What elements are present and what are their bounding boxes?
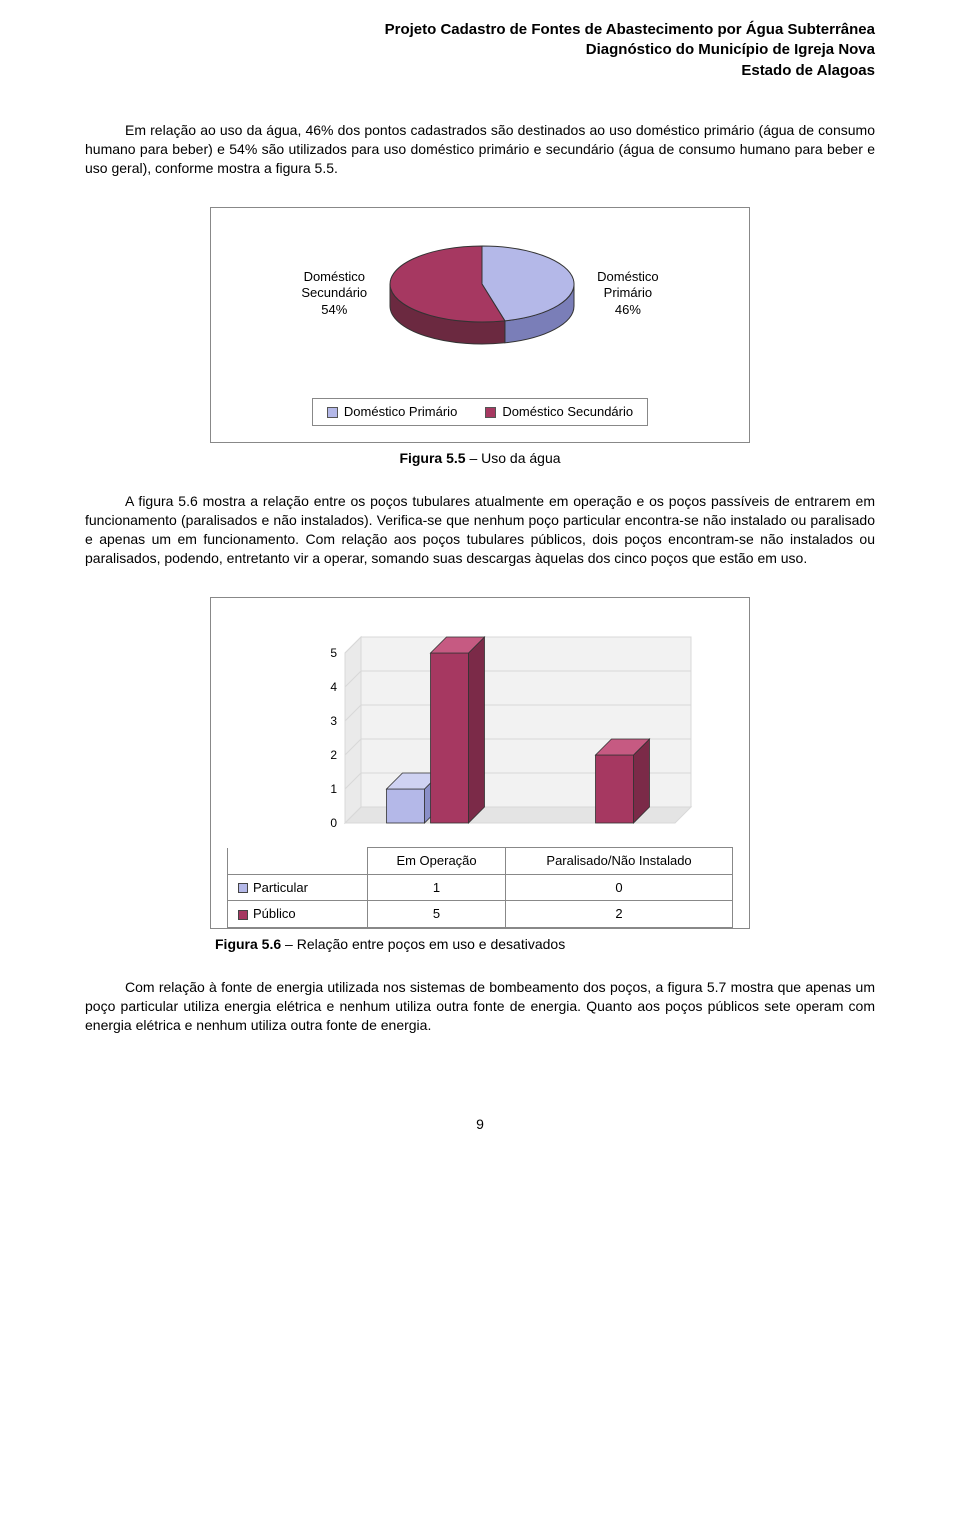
- table-col-2: Paralisado/Não Instalado: [506, 848, 733, 875]
- pie-legend: Doméstico Primário Doméstico Secundário: [312, 398, 648, 426]
- table-row-particular: Particular 1 0: [228, 874, 733, 901]
- bar-chart-container: 012345 Em Operação Paralisado/Não Instal…: [210, 597, 750, 929]
- row-swatch-publico: [238, 910, 248, 920]
- bar-data-table: Em Operação Paralisado/Não Instalado Par…: [227, 847, 733, 928]
- pie-label-primario: Doméstico Primário 46%: [597, 269, 658, 318]
- svg-text:2: 2: [330, 748, 337, 762]
- header-line-3: Estado de Alagoas: [85, 61, 875, 81]
- svg-text:3: 3: [330, 714, 337, 728]
- header-line-2: Diagnóstico do Município de Igreja Nova: [85, 40, 875, 60]
- table-row-publico: Público 5 2: [228, 901, 733, 928]
- table-col-1: Em Operação: [368, 848, 506, 875]
- legend-item-secundario: Doméstico Secundário: [485, 403, 633, 421]
- doc-header: Projeto Cadastro de Fontes de Abastecime…: [85, 20, 875, 81]
- table-corner-cell: [228, 848, 368, 875]
- svg-text:4: 4: [330, 680, 337, 694]
- pie-chart-body: Doméstico Secundário 54% Doméstico Primá…: [231, 238, 729, 348]
- svg-text:5: 5: [330, 646, 337, 660]
- row-head-publico: Público: [228, 901, 368, 928]
- header-line-1: Projeto Cadastro de Fontes de Abastecime…: [85, 20, 875, 40]
- row-swatch-particular: [238, 883, 248, 893]
- cell-pub-op: 5: [368, 901, 506, 928]
- svg-text:1: 1: [330, 782, 337, 796]
- row-head-particular: Particular: [228, 874, 368, 901]
- cell-part-par: 0: [506, 874, 733, 901]
- swatch-secundario: [485, 407, 496, 418]
- caption-fig-5-5: Figura 5.5 – Uso da água: [85, 449, 875, 468]
- pie-label-secundario: Doméstico Secundário 54%: [301, 269, 367, 318]
- caption-fig-5-6: Figura 5.6 – Relação entre poços em uso …: [215, 935, 875, 954]
- legend-item-primario: Doméstico Primário: [327, 403, 457, 421]
- bar-chart-svg: 0 1 2 3 4 5: [227, 622, 733, 842]
- pie-3d-svg: [377, 238, 587, 348]
- paragraph-1: Em relação ao uso da água, 46% dos ponto…: [85, 121, 875, 178]
- paragraph-3: Com relação à fonte de energia utilizada…: [85, 978, 875, 1035]
- svg-text:0: 0: [330, 816, 337, 830]
- cell-pub-par: 2: [506, 901, 733, 928]
- cell-part-op: 1: [368, 874, 506, 901]
- swatch-primario: [327, 407, 338, 418]
- table-header-row: Em Operação Paralisado/Não Instalado: [228, 848, 733, 875]
- paragraph-2: A figura 5.6 mostra a relação entre os p…: [85, 492, 875, 568]
- page-number: 9: [85, 1115, 875, 1134]
- pie-chart-container: Doméstico Secundário 54% Doméstico Primá…: [210, 207, 750, 443]
